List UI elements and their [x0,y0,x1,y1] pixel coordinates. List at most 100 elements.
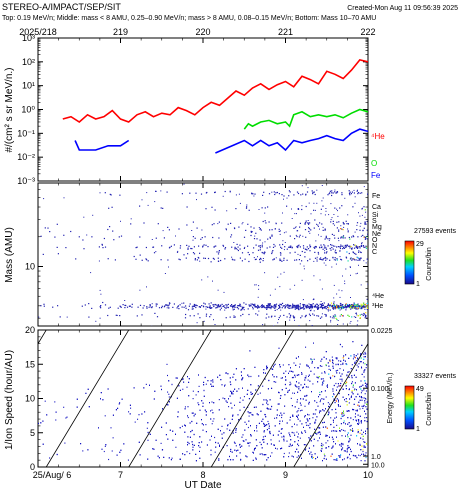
heatmap-cell [256,238,258,240]
heatmap-cell [316,315,318,317]
scatter-point [273,444,275,446]
scatter-point [338,401,339,403]
heatmap-cell [103,237,105,240]
scatter-point [229,377,231,379]
heatmap-cell [137,306,139,308]
heatmap-cell [205,208,207,210]
middle-panel-ticks: 10 [25,182,369,326]
scatter-point [339,455,341,457]
scatter-point [267,403,269,406]
bot-xtick-label: 8 [200,470,205,480]
scatter-point [366,443,367,445]
scatter-point [280,448,282,450]
heatmap-cell [203,306,205,308]
heatmap-cell [194,258,196,260]
scatter-point [296,431,298,433]
scatter-point [332,430,334,432]
scatter-point [313,373,315,375]
scatter-point [262,385,264,387]
scatter-point [307,386,309,388]
heatmap-cell [272,259,274,261]
heatmap-cell [339,315,341,317]
heatmap-cell [274,309,276,311]
scatter-point [334,417,336,419]
scatter-point [198,404,200,406]
heatmap-cell [342,304,344,306]
scatter-point [294,441,296,443]
scatter-point [305,395,307,397]
scatter-point [291,426,293,428]
heatmap-cell [289,304,291,307]
heatmap-cell [340,308,342,310]
heatmap-cell [361,304,363,306]
scatter-point [307,365,309,367]
scatter-point [102,399,104,401]
heatmap-cell [279,259,281,262]
scatter-point [356,410,358,412]
bottom-colorbar-max: 49 [416,386,424,393]
scatter-point [292,414,294,416]
scatter-point [261,447,263,449]
heatmap-cell [202,246,204,248]
scatter-point [263,369,265,371]
scatter-point [343,414,345,416]
scatter-point [328,411,330,413]
heatmap-cell [226,210,228,212]
scatter-point [363,405,365,407]
heatmap-cell [299,234,301,236]
heatmap-cell [99,289,101,291]
scatter-point [356,364,358,366]
scatter-point [334,401,336,404]
heatmap-cell [314,304,316,306]
scatter-point [167,438,169,440]
heatmap-cell [354,196,356,198]
heatmap-cell [296,191,299,193]
scatter-point [256,427,257,429]
heatmap-cell [258,306,260,309]
scatter-point [294,423,295,425]
heatmap-cell [346,251,348,253]
scatter-point [237,449,239,451]
heatmap-cell [289,288,291,290]
scatter-point [359,386,361,388]
scatter-point [294,374,296,376]
heatmap-cell [324,256,327,259]
heatmap-cell [313,191,315,193]
heatmap-cell [341,304,343,306]
heatmap-cell [325,235,327,237]
heatmap-cell [309,246,311,248]
heatmap-cell [349,266,351,268]
scatter-point [231,392,233,394]
heatmap-cell [324,238,326,240]
scatter-point [206,444,208,446]
heatmap-cell [281,302,284,304]
scatter-point [243,368,245,370]
heatmap-cell [161,307,163,309]
scatter-point [80,443,82,445]
heatmap-cell [192,221,194,223]
heatmap-cell [247,245,249,247]
heatmap-cell [308,228,311,230]
heatmap-cell [65,247,67,249]
heatmap-cell [161,305,163,307]
scatter-point [354,416,356,418]
heatmap-cell [120,235,123,237]
heatmap-cell [307,306,309,308]
heatmap-cell [324,257,326,259]
scatter-point [230,459,232,461]
heatmap-cell [258,285,260,287]
scatter-point [342,447,344,449]
scatter-point [275,447,276,449]
scatter-point [336,398,338,400]
scatter-point [264,378,266,380]
heatmap-cell [311,325,313,326]
scatter-point [279,423,281,425]
scatter-point [328,405,330,408]
heatmap-cell [214,191,216,193]
heatmap-cell [234,316,236,318]
heatmap-cell [322,306,324,309]
heatmap-cell [162,230,164,232]
heatmap-cell [212,257,214,259]
